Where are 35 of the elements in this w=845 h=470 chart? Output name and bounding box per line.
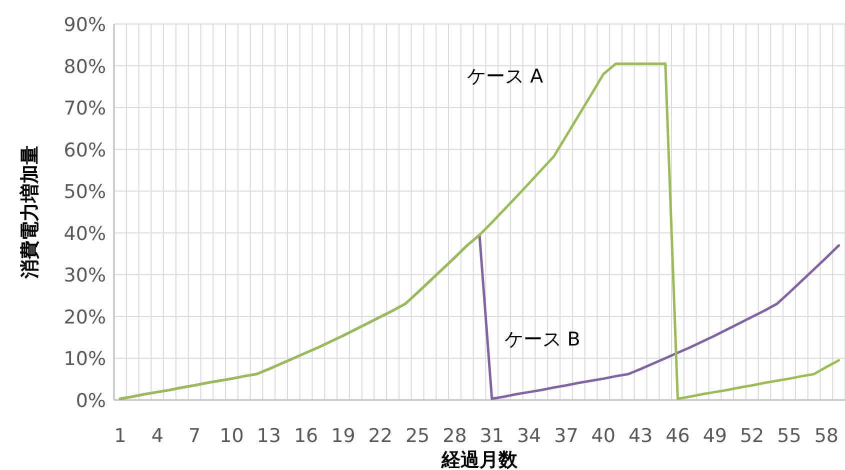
y-tick-label: 90% bbox=[64, 14, 106, 36]
y-tick-label: 60% bbox=[64, 139, 106, 162]
y-tick-label: 30% bbox=[64, 264, 106, 287]
y-tick-label: 10% bbox=[64, 348, 106, 370]
x-tick-label: 52 bbox=[740, 425, 764, 447]
y-tick-label: 0% bbox=[76, 390, 106, 412]
x-tick-label: 4 bbox=[151, 425, 164, 447]
x-axis-title: 経過月数 bbox=[440, 449, 518, 470]
y-axis-title: 消費電力増加量 bbox=[19, 146, 41, 280]
x-tick-label: 13 bbox=[256, 425, 281, 447]
x-tick-label: 31 bbox=[480, 425, 504, 447]
x-tick-label: 37 bbox=[554, 425, 578, 447]
x-tick-label: 25 bbox=[405, 425, 430, 447]
y-tick-label: 80% bbox=[64, 56, 106, 78]
text: ケース A bbox=[467, 65, 544, 88]
x-tick-label: 40 bbox=[591, 425, 616, 447]
x-tick-label: 43 bbox=[628, 425, 653, 447]
x-tick-label: 58 bbox=[814, 425, 839, 447]
series-label: ケース B bbox=[504, 328, 580, 351]
x-tick-label: 22 bbox=[368, 425, 392, 447]
line-series bbox=[118, 62, 840, 400]
x-tick-label: 1 bbox=[114, 425, 126, 447]
y-tick-label: 70% bbox=[64, 98, 106, 120]
y-tick-label: 20% bbox=[64, 306, 106, 328]
x-tick-label: 49 bbox=[702, 425, 727, 447]
x-tick-label: 19 bbox=[331, 425, 356, 447]
x-tick-label: 7 bbox=[188, 425, 201, 447]
x-tick-label: 34 bbox=[516, 425, 542, 447]
x-tick-label: 46 bbox=[666, 425, 690, 447]
x-tick-label: 55 bbox=[777, 425, 802, 447]
y-tick-label: 50% bbox=[64, 181, 106, 204]
x-tick-label: 16 bbox=[294, 425, 318, 447]
y-tick-label: 40% bbox=[64, 222, 106, 245]
x-tick-label: 28 bbox=[442, 425, 467, 447]
x-tick-label: 10 bbox=[220, 425, 244, 447]
